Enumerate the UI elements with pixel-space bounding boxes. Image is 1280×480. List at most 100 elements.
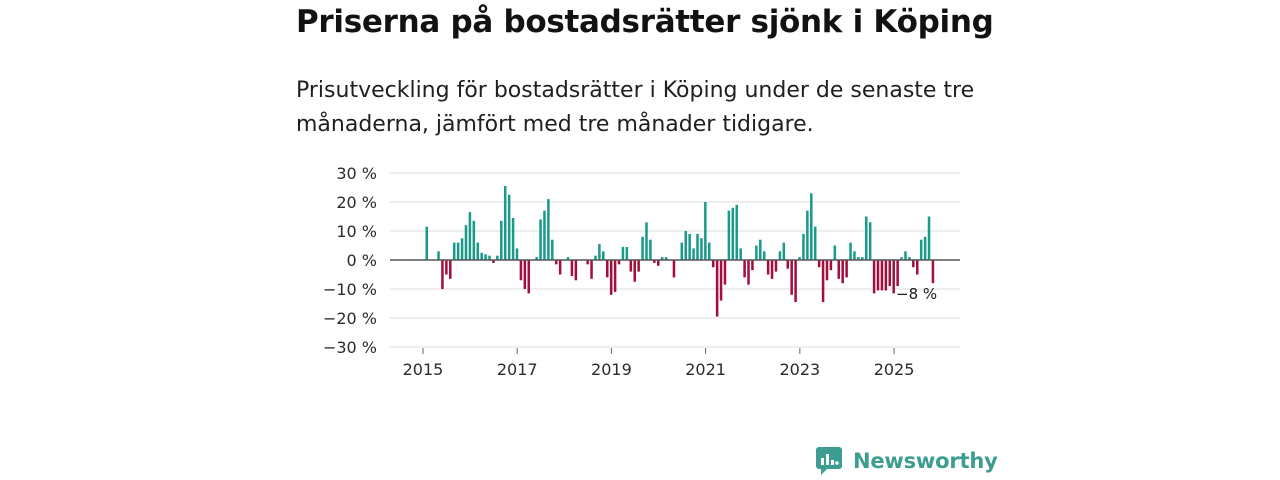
bar <box>449 260 452 279</box>
bar <box>535 257 538 260</box>
bar <box>696 233 699 260</box>
bar <box>684 231 687 260</box>
bar <box>598 244 601 260</box>
bar <box>617 260 621 265</box>
newsworthy-wordmark: Newsworthy <box>853 449 998 473</box>
bar <box>539 219 542 260</box>
bar <box>500 220 503 260</box>
x-tick-label: 2017 <box>497 360 538 379</box>
chart-subtitle: Prisutveckling för bostadsrätter i Köpin… <box>296 78 975 137</box>
bar <box>704 202 707 260</box>
bar <box>700 238 703 260</box>
bar <box>810 193 813 260</box>
bar <box>817 260 821 268</box>
bar <box>492 260 495 263</box>
bar <box>868 222 872 260</box>
bar <box>774 260 778 272</box>
bar <box>507 194 511 260</box>
bar <box>590 260 593 279</box>
bar <box>908 257 911 260</box>
bar <box>755 245 758 260</box>
bar <box>813 226 817 260</box>
bar <box>613 260 617 292</box>
x-tick-label: 2019 <box>591 360 632 379</box>
bar <box>437 251 440 260</box>
bar <box>519 260 523 281</box>
bar <box>688 233 691 260</box>
bar <box>927 216 931 260</box>
bar <box>829 260 833 271</box>
bar <box>782 242 786 260</box>
bar <box>719 260 723 301</box>
bar <box>468 212 472 260</box>
bar <box>708 242 711 260</box>
bar <box>456 242 460 260</box>
bar <box>692 248 695 260</box>
bar <box>641 236 644 260</box>
bar <box>904 251 907 260</box>
bar <box>798 257 801 260</box>
bar <box>915 260 919 275</box>
bar <box>551 239 554 260</box>
bar <box>649 239 652 260</box>
bar <box>723 260 727 285</box>
bar <box>445 260 448 275</box>
bar <box>841 260 844 284</box>
bar <box>527 260 531 294</box>
bar <box>570 260 574 276</box>
bar <box>759 239 762 260</box>
bar <box>460 238 464 260</box>
latest-value-label: −8 % <box>896 285 937 303</box>
bar <box>762 251 766 260</box>
x-tick-label: 2023 <box>779 360 820 379</box>
bar <box>861 257 864 260</box>
bar <box>872 260 876 294</box>
bar <box>845 260 848 278</box>
bar <box>566 257 570 260</box>
bar <box>896 260 899 287</box>
bar <box>484 254 487 260</box>
y-tick-label: 10 % <box>336 222 377 241</box>
bar <box>672 260 676 278</box>
bar <box>464 225 468 260</box>
bar <box>770 260 774 279</box>
y-tick-label: −20 % <box>323 309 377 328</box>
y-tick-label: 20 % <box>336 193 377 212</box>
bar <box>821 260 825 303</box>
y-tick-label: −30 % <box>323 338 377 357</box>
page-title: Priserna på bostadsrätter sjönk i Köping <box>296 4 994 40</box>
bar <box>476 242 480 260</box>
bar <box>766 260 770 275</box>
bar <box>833 245 837 260</box>
bar <box>660 257 664 260</box>
bar <box>558 260 562 275</box>
bar <box>837 260 841 279</box>
newsworthy-logo[interactable]: Newsworthy <box>815 446 998 476</box>
bar <box>931 260 935 284</box>
bar <box>425 226 428 260</box>
x-tick-label: 2025 <box>874 360 915 379</box>
bar <box>680 242 684 260</box>
bar <box>452 242 456 260</box>
bar <box>645 222 648 260</box>
bar <box>747 260 750 285</box>
bar <box>849 242 852 260</box>
y-tick-label: −10 % <box>323 280 377 299</box>
newsworthy-logo-icon <box>816 447 842 475</box>
bar <box>657 260 660 266</box>
bar <box>488 255 491 260</box>
bar <box>857 257 860 260</box>
bar <box>441 260 444 289</box>
bar <box>802 233 805 260</box>
bar <box>602 251 605 260</box>
bar <box>919 239 923 260</box>
bar <box>480 252 483 260</box>
x-tick-label: 2015 <box>403 360 444 379</box>
bar <box>892 260 895 294</box>
bar <box>735 204 738 260</box>
bar <box>621 246 625 260</box>
bar-chart: 30 % 20 % 10 % 0 % −10 % −20 % −30 % 2015 2017 20… <box>323 164 960 379</box>
y-tick-label: 0 % <box>347 251 377 270</box>
bar <box>900 257 903 260</box>
bar <box>751 260 754 271</box>
